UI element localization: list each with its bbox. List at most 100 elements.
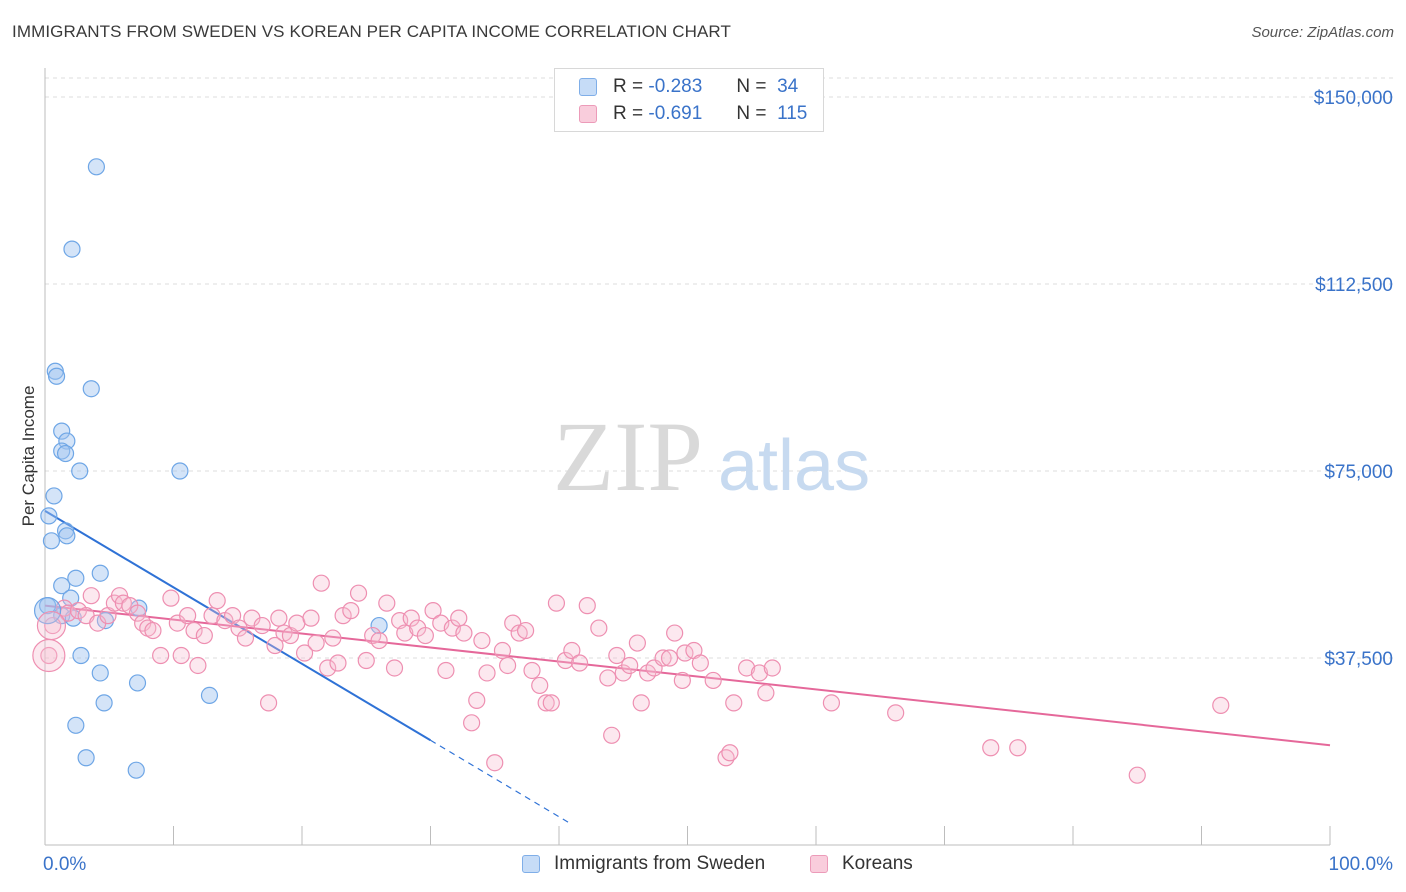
point-koreans <box>763 659 781 677</box>
point-sweden <box>128 674 147 692</box>
point-koreans <box>556 651 575 670</box>
chart-source: Source: ZipAtlas.com <box>1251 24 1394 41</box>
point-koreans <box>563 641 581 660</box>
x-tick-label: 0.0% <box>43 854 86 875</box>
point-koreans <box>725 694 743 712</box>
point-koreans <box>302 609 320 627</box>
point-koreans <box>468 691 486 709</box>
point-koreans <box>312 574 330 592</box>
point-sweden <box>127 761 145 779</box>
point-sweden <box>77 749 95 767</box>
bottom-legend-swatch-pink <box>810 855 828 873</box>
point-koreans <box>349 584 368 602</box>
point-koreans <box>307 634 325 652</box>
point-koreans <box>463 714 481 732</box>
point-koreans <box>128 604 147 622</box>
point-koreans <box>632 694 650 712</box>
point-koreans <box>542 694 560 712</box>
point-koreans <box>437 661 455 680</box>
point-sweden <box>40 507 58 525</box>
point-koreans <box>654 649 672 667</box>
point-sweden <box>47 367 66 385</box>
legend-row-koreans: R = -0.691 N = 115 <box>579 102 807 126</box>
point-sweden <box>58 527 76 545</box>
trendline-koreans <box>44 604 1331 747</box>
point-koreans <box>236 629 255 647</box>
point-koreans <box>590 619 608 637</box>
y-axis-label: Per Capita Income <box>19 386 38 527</box>
bottom-legend-label-sweden: Immigrants from Sweden <box>554 853 766 874</box>
point-koreans <box>259 694 278 712</box>
point-sweden <box>370 616 388 635</box>
legend-swatch-pink <box>579 105 597 123</box>
point-sweden <box>71 462 89 480</box>
x-tick-label: 100.0% <box>1329 854 1394 875</box>
point-koreans <box>370 631 388 650</box>
point-koreans <box>493 641 512 660</box>
point-koreans <box>473 631 491 650</box>
point-koreans <box>82 587 100 605</box>
point-koreans <box>416 626 434 645</box>
point-koreans <box>691 654 709 672</box>
point-koreans <box>531 676 549 695</box>
trendline-sweden-extension <box>430 739 573 825</box>
point-koreans <box>266 636 284 655</box>
point-koreans <box>504 614 522 632</box>
point-koreans <box>603 726 621 744</box>
point-koreans <box>578 597 596 615</box>
point-sweden <box>82 380 100 398</box>
point-koreans <box>455 624 473 642</box>
legend-n-label: N = <box>736 103 767 124</box>
point-sweden <box>67 569 85 587</box>
point-koreans <box>295 644 314 662</box>
point-koreans <box>628 634 646 652</box>
stats-legend: R = -0.283 N = 34 R = -0.691 N = 115 <box>554 68 824 132</box>
point-koreans <box>152 646 170 665</box>
watermark-zip: ZIP <box>553 401 703 512</box>
y-tick-label: $150,000 <box>1314 88 1393 109</box>
point-sweden <box>62 589 80 607</box>
point-sweden <box>87 158 106 176</box>
point-koreans <box>396 624 414 642</box>
watermark-atlas: atlas <box>718 426 870 506</box>
point-sweden <box>42 532 61 550</box>
axes <box>44 68 1331 846</box>
point-koreans <box>537 694 555 712</box>
point-koreans <box>887 704 905 722</box>
point-sweden <box>56 444 75 463</box>
point-koreans <box>324 629 342 647</box>
chart-title: IMMIGRANTS FROM SWEDEN VS KOREAN PER CAP… <box>12 22 731 41</box>
point-sweden <box>72 646 90 665</box>
point-koreans <box>547 594 566 612</box>
point-koreans <box>179 607 197 625</box>
point-koreans <box>738 659 756 677</box>
point-koreans <box>478 664 496 682</box>
point-koreans <box>44 616 62 635</box>
point-sweden <box>45 487 63 505</box>
point-koreans <box>424 602 442 620</box>
point-koreans <box>203 607 221 625</box>
legend-n-value: 34 <box>777 76 799 97</box>
point-koreans <box>666 624 684 642</box>
point-koreans <box>621 656 639 675</box>
point-sweden <box>53 577 71 595</box>
data-points <box>32 158 1230 784</box>
legend-swatch-blue <box>579 78 597 96</box>
point-koreans <box>608 646 626 665</box>
point-koreans <box>144 621 162 640</box>
bottom-legend-swatch-blue <box>522 855 540 873</box>
point-koreans <box>385 659 404 677</box>
y-tick-label: $75,000 <box>1324 462 1393 483</box>
point-koreans <box>516 621 535 640</box>
point-koreans <box>822 694 841 712</box>
point-koreans <box>704 671 722 690</box>
point-koreans <box>230 619 248 637</box>
trend-lines <box>44 510 1331 825</box>
point-sweden <box>53 422 71 440</box>
point-koreans <box>982 739 1000 757</box>
point-koreans <box>195 626 213 645</box>
legend-n-value: 115 <box>777 103 808 124</box>
watermark: ZIP atlas <box>553 401 870 512</box>
point-koreans <box>319 659 337 677</box>
